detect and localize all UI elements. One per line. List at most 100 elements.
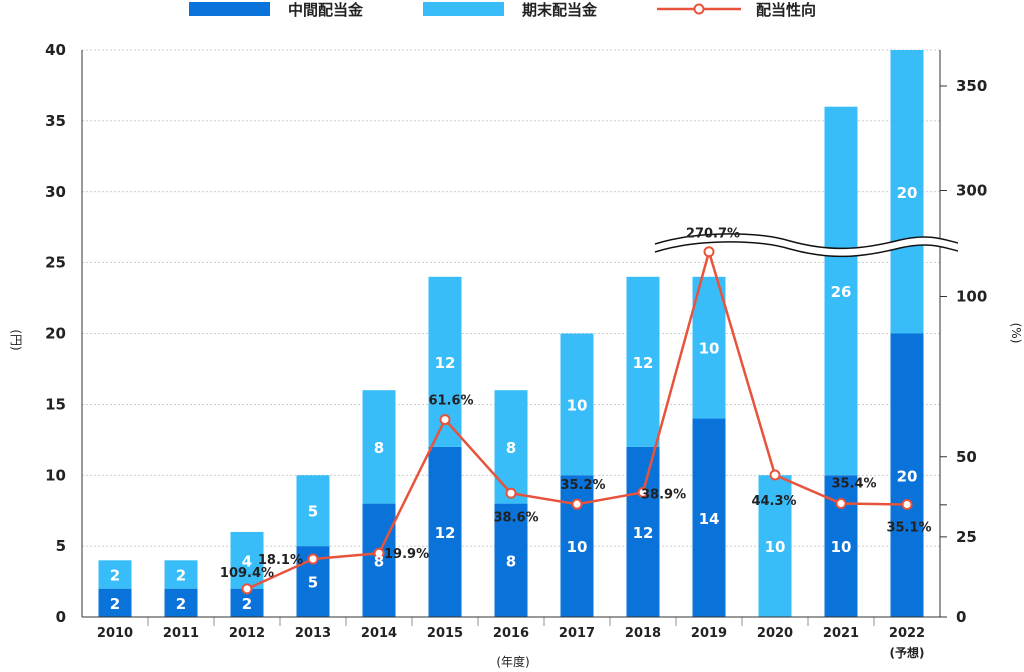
x-tick-label: 2011: [163, 626, 199, 641]
bar-year-end: [362, 390, 396, 504]
bar-interim: [164, 588, 198, 617]
payout-ratio-label: 44.3%: [751, 494, 796, 509]
payout-ratio-label: 19.9%: [384, 547, 429, 562]
x-tick-label: 2017: [559, 626, 595, 641]
legend-label-year-end: 期末配当金: [522, 1, 598, 19]
bar-year-end-label: 12: [435, 354, 456, 372]
payout-ratio-point: [439, 414, 451, 426]
payout-ratio-label: 38.6%: [493, 510, 538, 525]
y-tick-left: 5: [56, 537, 66, 555]
y-tick-left: 35: [45, 112, 66, 130]
bar-year-end: [164, 560, 198, 589]
bar-interim: [428, 446, 462, 617]
x-tick-label: 2013: [295, 626, 331, 641]
legend-swatch-year-end: [423, 2, 504, 16]
axis-break-line: [654, 241, 959, 258]
payout-ratio-label: 35.1%: [886, 521, 931, 536]
y-tick-left: 25: [45, 254, 66, 272]
bar-interim-label: 10: [831, 538, 852, 556]
x-tick-label: 2016: [493, 626, 529, 641]
bar-year-end: [758, 475, 792, 617]
bar-year-end: [560, 333, 594, 476]
payout-ratio-label: 109.4%: [220, 566, 274, 581]
bar-year-end-label: 12: [633, 354, 654, 372]
bar-interim-label: 8: [506, 552, 516, 570]
bar-year-end-label: 2: [110, 566, 120, 584]
payout-ratio-point: [241, 583, 253, 595]
payout-ratio-point: [637, 486, 649, 498]
y-tick-left: 20: [45, 325, 66, 343]
payout-ratio-point: [373, 547, 385, 559]
y-tick-right: 300: [956, 182, 987, 200]
bar-interim: [626, 446, 660, 617]
bar-year-end: [230, 531, 264, 589]
y-tick-right: 25: [956, 528, 977, 546]
bar-year-end: [494, 390, 528, 504]
x-tick-label: 2019: [691, 626, 727, 641]
payout-ratio-point: [835, 498, 847, 510]
bar-year-end-label: 8: [506, 439, 516, 457]
payout-ratio-point: [769, 469, 781, 481]
bar-interim-label: 8: [374, 552, 384, 570]
legend-swatch-interim: [189, 2, 270, 16]
payout-ratio-label: 35.4%: [831, 477, 876, 492]
y-axis-right-title: (%): [1009, 323, 1023, 344]
bar-year-end: [824, 106, 858, 476]
y-tick-right: 50: [956, 448, 977, 466]
x-tick-label: 2022: [889, 626, 925, 641]
payout-ratio-point: [307, 553, 319, 565]
bar-year-end-label: 26: [831, 283, 852, 301]
bar-year-end-label: 2: [176, 566, 186, 584]
bar-year-end: [890, 50, 924, 334]
legend-marker-payout: [693, 3, 705, 15]
x-tick-label: 2021: [823, 626, 859, 641]
x-tick-label: 2012: [229, 626, 265, 641]
legend-label-payout: 配当性向: [756, 1, 816, 19]
bar-year-end: [692, 276, 726, 419]
bar-interim-label: 2: [176, 595, 186, 613]
y-tick-left: 15: [45, 395, 66, 413]
y-tick-right: 350: [956, 77, 987, 95]
bar-interim: [890, 333, 924, 617]
x-tick-label: 2020: [757, 626, 793, 641]
bar-year-end-label: 10: [567, 396, 588, 414]
payout-ratio-label: 270.7%: [686, 227, 740, 242]
bar-year-end-label: 4: [242, 552, 252, 570]
y-tick-right: 0: [956, 608, 966, 626]
y-tick-left: 30: [45, 183, 66, 201]
x-tick-label: 2015: [427, 626, 463, 641]
payout-ratio-point: [505, 487, 517, 499]
y-tick-left: 0: [56, 608, 66, 626]
bar-interim: [98, 588, 132, 617]
bar-interim-label: 5: [308, 574, 318, 592]
bar-interim-label: 12: [633, 524, 654, 542]
bar-year-end: [98, 560, 132, 589]
bar-interim-label: 10: [567, 538, 588, 556]
bar-interim-label: 20: [897, 467, 918, 485]
payout-ratio-label: 35.2%: [560, 478, 605, 493]
y-tick-left: 40: [45, 41, 66, 59]
payout-ratio-point: [571, 498, 583, 510]
y-tick-left: 10: [45, 466, 66, 484]
x-tick-label: 2018: [625, 626, 661, 641]
bar-year-end-label: 10: [699, 340, 720, 358]
bar-interim: [362, 503, 396, 617]
bar-interim: [692, 418, 726, 617]
payout-ratio-label: 61.6%: [428, 394, 473, 409]
bar-year-end-label: 10: [765, 538, 786, 556]
axis-break-line: [654, 233, 959, 250]
y-tick-right: 100: [956, 288, 987, 306]
payout-ratio-line: [241, 233, 959, 595]
payout-ratio-label: 18.1%: [258, 553, 303, 568]
x-tick-sublabel: (予想): [890, 645, 925, 660]
legend: 中間配当金 期末配当金 配当性向: [189, 1, 816, 19]
bar-interim-label: 2: [110, 595, 120, 613]
bar-interim: [494, 503, 528, 617]
bar-year-end-label: 20: [897, 184, 918, 202]
bar-year-end: [626, 276, 660, 447]
x-axis-title: (年度): [496, 654, 529, 669]
bar-interim-label: 14: [699, 510, 720, 528]
payout-ratio-point: [901, 499, 913, 511]
